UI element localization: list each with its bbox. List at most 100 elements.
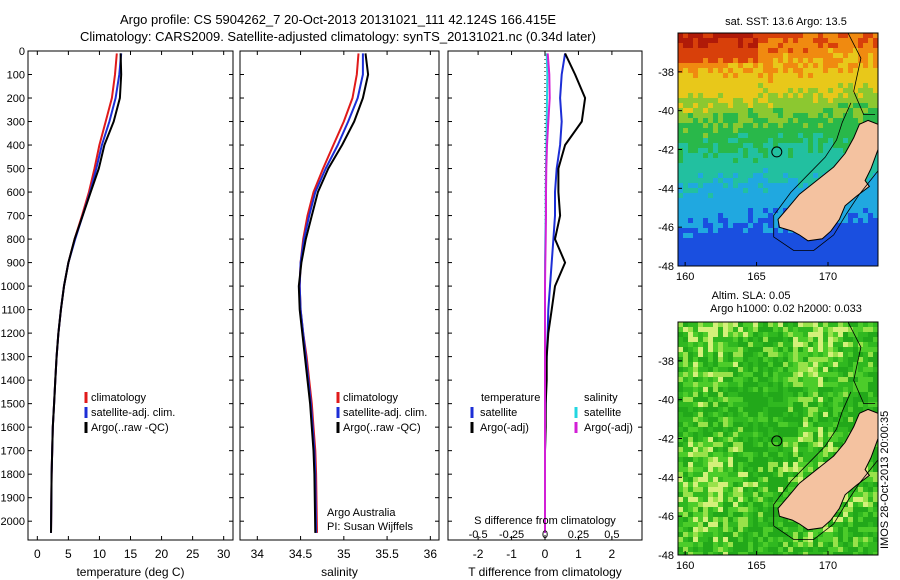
sst-map-cell xyxy=(768,173,773,178)
sla-map-cell xyxy=(753,532,758,537)
sst-map-cell xyxy=(763,208,768,213)
sst-map-cell xyxy=(838,58,843,63)
sst-map-cell xyxy=(788,263,793,266)
sla-map-cell xyxy=(773,472,778,477)
sst-map-cell xyxy=(678,253,683,258)
sst-map-cell xyxy=(818,133,823,138)
sla-map-cell xyxy=(693,532,698,537)
sst-map-cell xyxy=(683,93,688,98)
sst-map-cell xyxy=(828,48,833,53)
sla-map-cell xyxy=(823,367,828,372)
sst-map-cell xyxy=(713,238,718,243)
sst-map-cell xyxy=(813,48,818,53)
sla-map-cell xyxy=(843,517,848,522)
sst-map-cell xyxy=(683,168,688,173)
sst-map-cell xyxy=(683,43,688,48)
sst-map-cell xyxy=(803,133,808,138)
sla-map-cell xyxy=(838,507,843,512)
sst-map-cell xyxy=(683,118,688,123)
sst-map-cell xyxy=(873,223,878,228)
sst-map-cell xyxy=(723,233,728,238)
sst-map-cell xyxy=(803,118,808,123)
sst-map-cell xyxy=(778,103,783,108)
sst-map-cell xyxy=(808,38,813,43)
sla-map-cell xyxy=(698,392,703,397)
sla-map-cell xyxy=(763,507,768,512)
sla-map-cell xyxy=(853,492,858,497)
sla-map-cell xyxy=(808,327,813,332)
sla-map-cell xyxy=(863,527,868,532)
sla-map-cell xyxy=(843,372,848,377)
sst-map-cell xyxy=(733,63,738,68)
sst-map-cell xyxy=(678,158,683,163)
sst-map-cell xyxy=(833,73,838,78)
sst-map-cell xyxy=(863,88,868,93)
sla-map-cell xyxy=(828,432,833,437)
sla-map-cell xyxy=(718,392,723,397)
sst-map-cell xyxy=(843,108,848,113)
sla-map-cell xyxy=(683,502,688,507)
sst-map-cell xyxy=(728,73,733,78)
sla-map-cell xyxy=(728,402,733,407)
sla-map-cell xyxy=(758,387,763,392)
sla-map-cell xyxy=(833,552,838,555)
sla-map-cell xyxy=(768,337,773,342)
sla-map-cell xyxy=(743,352,748,357)
sst-map-cell xyxy=(718,98,723,103)
sst-map-cell xyxy=(733,188,738,193)
sst-map-cell xyxy=(713,248,718,253)
sla-map-cell xyxy=(768,522,773,527)
sla-map-cell xyxy=(808,352,813,357)
sst-map-cell xyxy=(793,243,798,248)
sst-map-cell xyxy=(793,123,798,128)
sst-map-cell xyxy=(748,188,753,193)
sst-map-cell xyxy=(688,48,693,53)
sla-map-cell xyxy=(873,492,878,497)
sla-map-cell xyxy=(843,417,848,422)
sla-map-cell xyxy=(703,532,708,537)
sst-map-cell xyxy=(758,193,763,198)
sla-map-cell xyxy=(718,342,723,347)
sla-map-cell xyxy=(718,437,723,442)
sla-map-cell xyxy=(713,322,718,327)
sst-map-cell xyxy=(738,123,743,128)
sst-map-cell xyxy=(818,83,823,88)
sst-map-cell xyxy=(678,123,683,128)
sla-map-cell xyxy=(763,487,768,492)
sla-map-cell xyxy=(753,442,758,447)
sla-map-cell xyxy=(828,352,833,357)
sst-map-cell xyxy=(813,238,818,243)
sla-map-cell xyxy=(688,457,693,462)
sla-map-cell xyxy=(873,502,878,507)
sst-map-cell xyxy=(698,238,703,243)
sst-map-cell xyxy=(678,128,683,133)
sla-map-cell xyxy=(748,327,753,332)
sst-map-cell xyxy=(748,163,753,168)
sla-map-cell xyxy=(843,357,848,362)
sla-map-cell xyxy=(773,522,778,527)
sla-map-cell xyxy=(723,457,728,462)
sla-map-cell xyxy=(808,382,813,387)
sst-map-cell xyxy=(748,213,753,218)
difference-panel: -2 -1 0 1 2T difference from climatologytemp… xyxy=(447,50,643,579)
sst-map-cell xyxy=(723,163,728,168)
sla-map-cell xyxy=(698,437,703,442)
sst-map-cell xyxy=(708,103,713,108)
sla-map-cell xyxy=(718,367,723,372)
sla-map-cell xyxy=(788,547,793,552)
depth-tick-label: 1000 xyxy=(1,281,25,293)
sla-map-cell xyxy=(753,527,758,532)
sla-map-cell xyxy=(823,532,828,537)
sla-map-cell xyxy=(683,417,688,422)
sst-map-cell xyxy=(723,263,728,266)
sst-map-cell xyxy=(708,118,713,123)
sla-map-cell xyxy=(698,492,703,497)
sla-map-cell xyxy=(863,377,868,382)
sst-map-cell xyxy=(778,63,783,68)
sst-map-cell xyxy=(703,108,708,113)
sla-map-cell xyxy=(688,437,693,442)
sla-map-cell xyxy=(778,392,783,397)
sla-map-cell xyxy=(778,542,783,547)
sla-map-cell xyxy=(808,417,813,422)
sst-map-cell xyxy=(848,93,853,98)
